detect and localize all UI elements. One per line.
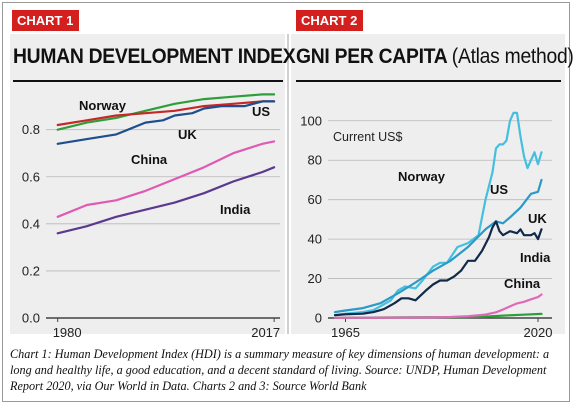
chart2-plot: 0 20 40 60 80 100 1965 2020 Current US$ Norway US U… (300, 111, 553, 340)
chart2-title-rule (296, 80, 561, 82)
y-tick-label: 0 (315, 311, 322, 326)
y-tick-label: 0.6 (22, 169, 40, 184)
series-label-norway: Norway (398, 169, 446, 184)
x-tick-label: 2020 (524, 325, 553, 340)
series-label-india: India (520, 250, 551, 265)
chart1-plot: 0.0 0.2 0.4 0.6 0.8 1980 2017 Norway US UK China In… (22, 93, 280, 340)
series-label-china: China (131, 152, 168, 167)
series-label-uk: UK (178, 127, 197, 142)
series-line-china (333, 293, 543, 319)
chart2-tag: CHART 2 (296, 10, 364, 31)
series-label-us: US (490, 182, 508, 197)
chart2-title: GNI PER CAPITA (Atlas method) (296, 45, 574, 69)
x-tick-label: 2017 (251, 325, 280, 340)
y-tick-label: 40 (308, 232, 322, 247)
series-label-us: US (252, 104, 270, 119)
y-tick-label: 20 (308, 271, 322, 286)
y-tick-label: 60 (308, 192, 322, 207)
y-tick-label: 0.2 (22, 263, 40, 278)
y-tick-label: 80 (308, 153, 322, 168)
series-line-us (333, 178, 543, 314)
series-label-india: India (220, 202, 251, 217)
series-label-uk: UK (528, 211, 547, 226)
series-line-india (56, 166, 276, 235)
x-tick-label: 1980 (53, 325, 82, 340)
series-line-norway (333, 111, 543, 317)
chart1-title-rule (13, 80, 283, 82)
series-line-china (56, 140, 276, 218)
series-label-china: China (504, 276, 541, 291)
chart2-title-sub: (Atlas method) (451, 45, 574, 68)
chart1-title: HUMAN DEVELOPMENT INDEX (13, 45, 296, 68)
series-line-us (56, 100, 276, 127)
y-axis-unit-label: Current US$ (333, 130, 403, 144)
infographic-frame (2, 2, 570, 402)
chart2-title-main: GNI PER CAPITA (296, 45, 447, 68)
series-label-norway: Norway (79, 98, 127, 113)
y-tick-label: 0.4 (22, 216, 40, 231)
y-tick-label: 0.0 (22, 311, 40, 326)
series-line-uk (56, 100, 276, 145)
y-tick-label: 0.8 (22, 122, 40, 137)
chart1-tag: CHART 1 (12, 10, 80, 31)
x-tick-label: 1965 (331, 325, 360, 340)
chart-caption: Chart 1: Human Development Index (HDI) i… (10, 347, 550, 393)
series-line-uk (333, 220, 543, 317)
series-line-norway (56, 93, 276, 131)
y-tick-label: 100 (300, 113, 322, 128)
panel-divider (287, 34, 289, 334)
chart2-panel (291, 34, 565, 334)
chart1-panel (10, 34, 285, 334)
